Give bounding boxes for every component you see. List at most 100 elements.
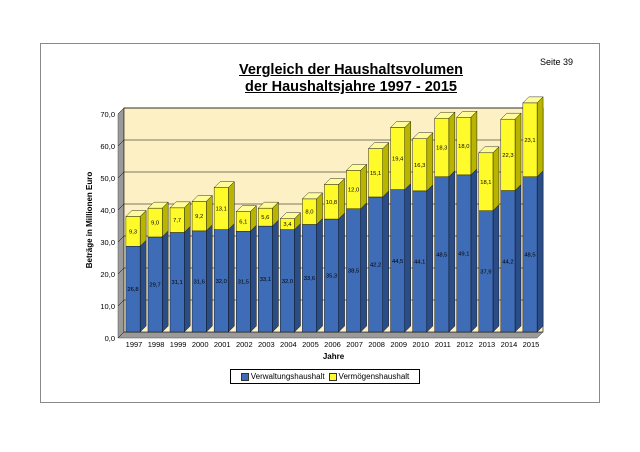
bar-vermoegen-side	[404, 121, 411, 191]
gridline-side	[117, 235, 125, 243]
x-tick-label: 1999	[170, 340, 187, 349]
data-label: 31,5	[238, 280, 249, 286]
data-label: 42,2	[370, 262, 381, 268]
bar-vermoegen-top	[301, 192, 324, 200]
x-tick-label: 2013	[479, 340, 496, 349]
chart-subtitle: der Haushaltsjahre 1997 - 2015	[245, 79, 457, 95]
bar-vermoegen-top	[368, 142, 390, 149]
data-label: 37,9	[480, 269, 491, 275]
data-label: 5,6	[261, 215, 269, 221]
bar-vermoegen-top	[412, 132, 434, 139]
x-tick-label: 2010	[412, 340, 429, 349]
x-tick-label: 2005	[302, 340, 319, 349]
bar-vermoegen-side	[382, 142, 389, 198]
bar-vermoegen-side	[536, 96, 544, 178]
legend-item-vermoegen: Vermögenshaushalt	[328, 372, 410, 381]
legend-label: Vermögenshaushalt	[338, 372, 410, 381]
bar-vermoegen-top	[235, 205, 257, 212]
plot-floor	[117, 331, 544, 339]
y-tick-label: 70,0	[100, 110, 115, 119]
data-label: 32,0	[282, 279, 293, 285]
x-tick-label: 1997	[126, 340, 143, 349]
bar-vermoegen-top	[213, 181, 235, 188]
legend-item-verwaltung: Verwaltungshaushalt	[240, 372, 325, 381]
data-label: 3,4	[283, 222, 292, 228]
x-tick-label: 2009	[390, 340, 407, 349]
bar-verwaltung-side	[294, 223, 301, 333]
bar-verwaltung-side	[514, 184, 522, 333]
x-tick-label: 2003	[258, 340, 275, 349]
bar-vermoegen-top	[125, 210, 147, 217]
bar-vermoegen-side	[228, 181, 235, 231]
bar-vermoegen-top	[169, 201, 191, 209]
y-tick-label: 60,0	[100, 142, 115, 151]
bar-vermoegen-top	[500, 112, 522, 120]
bar-vermoegen-top	[478, 146, 500, 154]
page-number: Seite 39	[540, 57, 574, 67]
chart-title: Vergleich der Haushaltsvolumen	[238, 62, 464, 78]
data-label: 18,0	[458, 144, 469, 150]
bar-vermoegen-side	[492, 146, 500, 212]
bar-verwaltung-side	[228, 223, 235, 333]
data-label: 22,3	[502, 153, 513, 159]
bar-verwaltung-side	[139, 239, 147, 333]
bar-vermoegen-top	[456, 111, 478, 118]
x-tick-label: 2000	[192, 340, 209, 349]
bar-verwaltung-side	[448, 170, 456, 333]
data-label: 16,3	[414, 163, 425, 169]
x-axis-label: Jahre	[323, 352, 345, 361]
bar-vermoegen-top	[434, 112, 456, 119]
x-tick-label: 2011	[435, 340, 451, 349]
bar-vermoegen-side	[470, 110, 478, 176]
bar-verwaltung-side	[250, 224, 257, 333]
legend: Verwaltungshaushalt Vermögenshaushalt	[230, 369, 420, 384]
x-tick-label: 2007	[346, 340, 363, 349]
data-label: 18,3	[436, 146, 447, 152]
bar-vermoegen-top	[390, 121, 412, 128]
y-tick-label: 10,0	[100, 302, 115, 311]
x-tick-label: 2015	[523, 340, 540, 349]
data-label: 33,1	[260, 277, 271, 283]
data-label: 19,4	[392, 157, 404, 163]
legend-label: Verwaltungshaushalt	[250, 372, 325, 381]
bar-verwaltung-side	[426, 184, 434, 333]
y-axis-label: Beträge in Millionen Euro	[85, 172, 94, 269]
bar-verwaltung-side	[184, 225, 191, 333]
x-tick-label: 2006	[324, 340, 341, 349]
bar-verwaltung-side	[536, 170, 544, 333]
x-tick-label: 2002	[236, 340, 253, 349]
bar-verwaltung-side	[360, 202, 367, 333]
bar-vermoegen-top	[191, 195, 213, 202]
bar-verwaltung-side	[492, 204, 500, 333]
bar-verwaltung-side	[470, 168, 478, 333]
gridline-side	[117, 107, 125, 115]
data-label: 10,8	[326, 200, 337, 206]
data-label: 44,5	[392, 259, 403, 265]
data-label: 6,1	[239, 219, 247, 225]
data-label: 31,6	[194, 279, 205, 285]
data-label: 38,5	[348, 268, 359, 274]
bar-vermoegen-top	[522, 96, 544, 104]
x-tick-label: 2001	[214, 340, 231, 349]
gridline-side	[117, 139, 125, 147]
y-tick-label: 40,0	[100, 206, 115, 215]
data-label: 44,1	[414, 259, 425, 265]
bar-verwaltung-side	[404, 183, 411, 333]
data-label: 23,1	[524, 138, 535, 144]
data-label: 29,7	[149, 282, 160, 288]
legend-swatch-blue	[240, 372, 249, 381]
bar-vermoegen-top	[279, 212, 301, 219]
bar-vermoegen-top	[323, 178, 346, 185]
y-tick-label: 20,0	[100, 270, 115, 279]
bar-verwaltung-side	[161, 230, 169, 333]
gridline-side	[117, 203, 125, 211]
bar-vermoegen-side	[514, 112, 522, 192]
x-tick-label: 2012	[456, 340, 473, 349]
data-label: 32,0	[216, 279, 227, 285]
plot-side-wall	[117, 107, 125, 339]
data-label: 33,6	[304, 276, 315, 282]
data-label: 9,0	[151, 221, 159, 227]
bar-vermoegen-top	[345, 164, 368, 171]
gridline-side	[117, 267, 125, 275]
gridline-side	[117, 331, 125, 339]
